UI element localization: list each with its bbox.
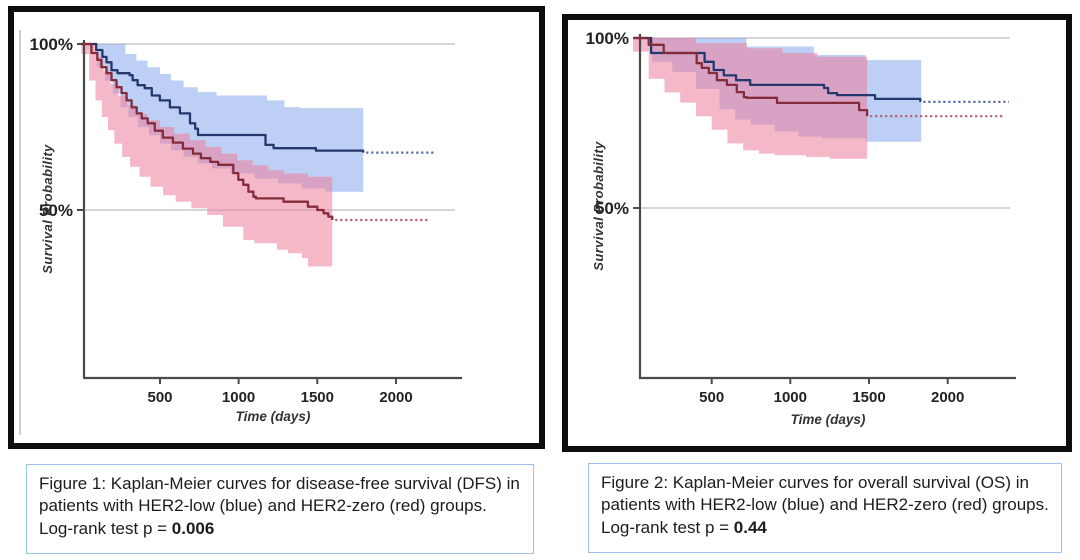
x-tick-label-500: 500 <box>147 389 172 406</box>
figure2-caption-text: Figure 2: Kaplan-Meier curves for overal… <box>601 473 1049 537</box>
figure1-caption: Figure 1: Kaplan-Meier curves for diseas… <box>26 464 534 554</box>
figure2-frame: 100% 50% 500 1000 1500 2000 Time (days) Surviva… <box>562 14 1072 452</box>
her2-zero-survival-curve <box>81 42 334 220</box>
figure1-caption-pvalue: 0.006 <box>171 518 215 538</box>
x-tick-label-1500: 1500 <box>852 389 885 406</box>
figure2-caption: Figure 2: Kaplan-Meier curves for overal… <box>588 463 1062 553</box>
x-tick-label-500: 500 <box>699 389 724 406</box>
her2-zero-confidence-band <box>633 38 868 163</box>
her2-low-confidence-band <box>81 44 364 193</box>
x-tick-label-2000: 2000 <box>931 389 964 406</box>
x-tick-label-1500: 1500 <box>301 389 334 406</box>
figure1-caption-text: Figure 1: Kaplan-Meier curves for diseas… <box>39 474 520 538</box>
y-tick-label-100: 100% <box>30 35 73 54</box>
x-tick-label-2000: 2000 <box>379 389 412 406</box>
x-tick-label-1000: 1000 <box>222 389 255 406</box>
y-tick-label-100: 100% <box>586 29 629 48</box>
figure1-frame: 100% 50% 500 1000 1500 2000 Time (days) Surviva… <box>8 6 545 449</box>
x-axis-label: Time (days) <box>236 409 311 424</box>
her2-zero-survival-curve <box>633 36 869 117</box>
y-axis-label: Survival Probability <box>40 144 55 274</box>
x-axis-label: Time (days) <box>791 412 866 427</box>
y-tick-label-50: 50% <box>39 201 73 220</box>
dfs-kaplan-meier-chart: 100% 50% 500 1000 1500 2000 Time (days) Surviva… <box>30 35 462 424</box>
x-tick-label-1000: 1000 <box>774 389 807 406</box>
her2-low-survival-curve <box>81 42 365 153</box>
y-axis-label: Survival Probability <box>591 141 606 271</box>
os-kaplan-meier-chart: 100% 50% 500 1000 1500 2000 Time (days) Surviva… <box>586 29 1016 427</box>
her2-zero-confidence-band <box>81 44 333 267</box>
y-tick-label-50: 50% <box>595 199 629 218</box>
her2-low-survival-curve <box>633 36 922 102</box>
frame-inner-shadow <box>19 30 21 435</box>
figure2-caption-pvalue: 0.44 <box>733 517 767 537</box>
